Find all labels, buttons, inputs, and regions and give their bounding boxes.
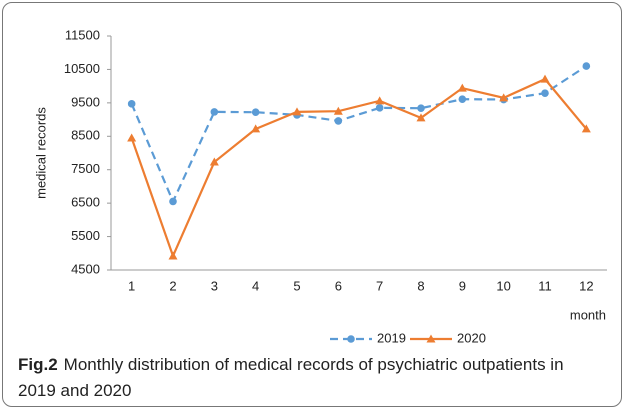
series-line: [130, 77, 588, 259]
caption-label: Fig.2: [18, 355, 58, 374]
data-point: [251, 108, 260, 117]
y-tick-label: 4500: [71, 261, 100, 276]
data-point: [417, 104, 425, 113]
x-tick-label: 3: [211, 278, 218, 293]
data-point: [292, 107, 302, 116]
y-tick-label: 5500: [71, 228, 100, 243]
data-point: [457, 83, 467, 92]
data-point: [375, 96, 385, 105]
figure-frame: [2, 2, 622, 407]
y-tick-label: 7500: [71, 161, 100, 176]
data-point: [581, 124, 591, 133]
y-tick-label: 6500: [71, 195, 100, 210]
x-tick-label: 6: [335, 278, 342, 293]
chart: medical records month 450055006500750085…: [33, 27, 607, 345]
data-point: [541, 89, 549, 97]
x-tick-label: 7: [376, 278, 383, 293]
y-tick-label: 9500: [71, 94, 100, 109]
data-point: [251, 124, 261, 133]
data-point: [333, 106, 343, 115]
caption-text: Monthly distribution of medical records …: [18, 355, 564, 400]
data-point: [375, 104, 384, 112]
y-tick-label: 8500: [71, 128, 100, 143]
data-point: [458, 95, 467, 103]
x-tick-label: 8: [417, 278, 424, 293]
legend-marker: [347, 335, 355, 343]
data-point: [127, 133, 137, 142]
x-tick-label: 11: [538, 278, 552, 293]
caption: Fig.2 Monthly distribution of medical rec…: [18, 352, 588, 404]
legend-label: 2020: [457, 330, 486, 345]
data-point: [168, 251, 178, 260]
x-tick-label: 2: [169, 278, 176, 293]
x-tick-label: 10: [496, 278, 510, 293]
data-point: [499, 93, 509, 102]
x-tick-label: 5: [293, 278, 300, 293]
legend-label: 2019: [377, 330, 406, 345]
y-tick-label: 11500: [65, 27, 100, 42]
data-point: [210, 108, 219, 116]
data-point: [334, 117, 343, 125]
data-point: [127, 100, 136, 108]
x-tick-label: 1: [128, 278, 135, 293]
x-tick-label: 12: [579, 278, 593, 293]
x-axis-title: month: [570, 307, 606, 322]
data-point: [416, 113, 426, 122]
x-tick-label: 9: [459, 278, 466, 293]
y-axis-title: medical records: [33, 107, 48, 199]
data-point: [169, 197, 177, 206]
y-tick-label: 10500: [64, 61, 100, 76]
data-point: [582, 62, 591, 70]
data-point: [540, 74, 550, 83]
series-line: [130, 65, 587, 205]
data-point: [209, 157, 219, 166]
legend-marker: [426, 334, 436, 343]
x-tick-label: 4: [252, 278, 259, 293]
